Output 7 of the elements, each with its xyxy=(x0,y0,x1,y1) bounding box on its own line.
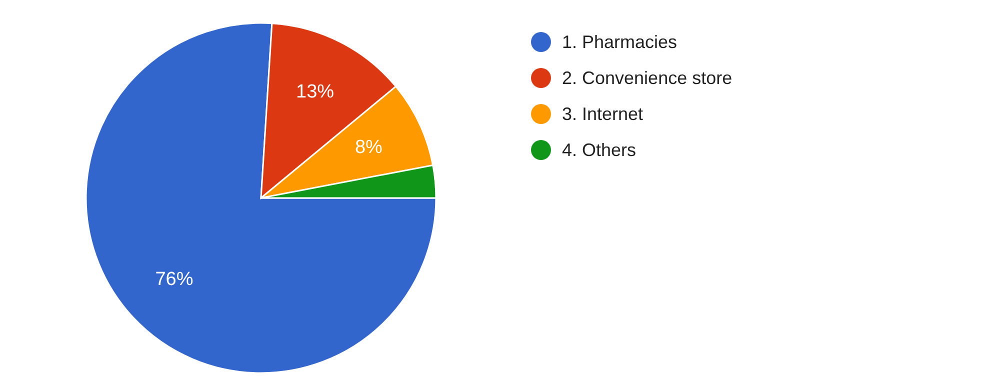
data-label: 8% xyxy=(354,136,383,158)
legend-label: 1. Pharmacies xyxy=(562,32,678,52)
legend-label: 3. Internet xyxy=(562,104,644,124)
legend-label: 4. Others xyxy=(562,140,636,160)
legend-label: 2. Convenience store xyxy=(562,68,732,88)
data-label: 76% xyxy=(155,268,194,290)
data-label: 13% xyxy=(296,81,334,102)
